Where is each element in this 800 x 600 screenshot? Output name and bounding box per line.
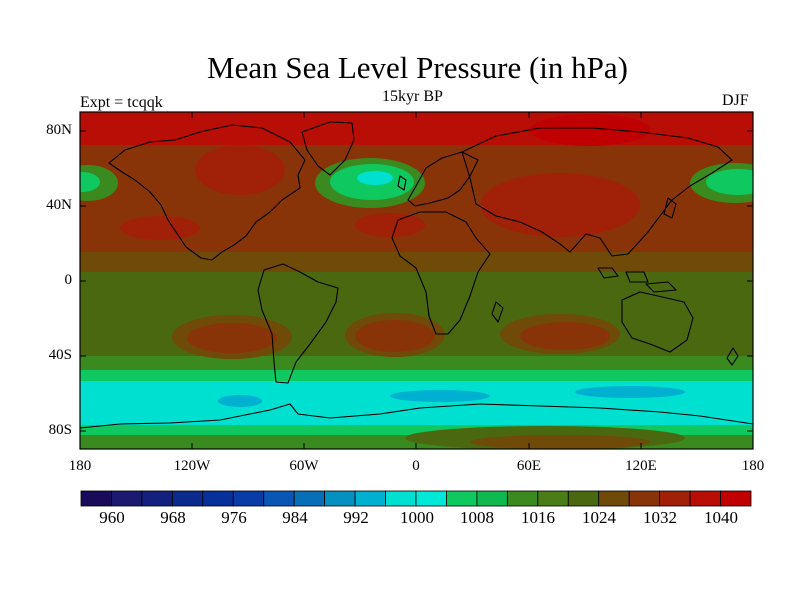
colorbar-swatch (263, 490, 295, 507)
band-sh-midlat (80, 356, 753, 372)
band-nh-transition (80, 252, 753, 272)
colorbar-swatch (385, 490, 417, 507)
colorbar-label: 1016 (521, 508, 555, 527)
trough-core-1 (218, 395, 262, 407)
lon-label: 60E (516, 458, 542, 474)
icelandic-low-core (357, 171, 393, 185)
map-subtitle: 15kyr BP (382, 88, 443, 105)
north-pacific-high (120, 216, 200, 240)
colorbar-label: 984 (282, 508, 308, 527)
colorbar-swatch (354, 490, 386, 507)
lat-label: 0 (64, 272, 73, 288)
antarctic-high (470, 435, 650, 449)
colorbar-swatch (80, 490, 112, 507)
trough-core-3 (575, 386, 685, 398)
colorbar-swatch (659, 490, 691, 507)
colorbar-swatch (293, 490, 326, 507)
experiment-label: Expt = tcqqk (80, 94, 163, 111)
lon-label: 120W (173, 458, 211, 474)
pressure-field (80, 112, 753, 449)
south-pacific-high (187, 323, 277, 353)
colorbar-swatch (567, 490, 600, 507)
colorbar-swatch (628, 490, 661, 507)
lon-label: 180 (68, 458, 92, 474)
lat-label: 80S (48, 422, 72, 438)
colorbar-swatch (598, 490, 630, 507)
north-america-high (195, 145, 285, 195)
map-title: Mean Sea Level Pressure (in hPa) (207, 50, 628, 85)
colorbar-swatch (324, 490, 356, 507)
axis-ticks (80, 112, 753, 449)
colorbar-label: 1040 (704, 508, 738, 527)
colorbar-swatch (476, 490, 508, 507)
colorbar-swatch (689, 490, 721, 507)
trough-core-2 (390, 390, 490, 402)
indian-ocean-high (520, 322, 610, 350)
colorbar-swatch (537, 490, 569, 507)
colorbar-swatch (202, 490, 234, 507)
aleutian-low-east-core (706, 169, 753, 195)
colorbar-swatch (141, 490, 173, 507)
lon-label: 120E (625, 458, 657, 474)
colorbar-label: 1032 (643, 508, 677, 527)
colorbar-label: 976 (221, 508, 247, 527)
colorbar-label: 1008 (460, 508, 494, 527)
lon-label: 60W (289, 458, 319, 474)
band-sh-gradient (80, 370, 753, 384)
colorbar-swatch (171, 490, 204, 507)
aleutian-low-west-core (80, 172, 100, 192)
colorbar-label: 968 (160, 508, 186, 527)
colorbar-swatch (415, 490, 447, 507)
lat-label: 40N (46, 197, 72, 213)
colorbar-label: 1000 (400, 508, 434, 527)
colorbar-label: 1024 (582, 508, 616, 527)
south-atlantic-high (355, 320, 435, 352)
colorbar-swatch (506, 490, 539, 507)
lon-label: 0 (412, 458, 420, 474)
colorbar (80, 490, 752, 507)
colorbar-label: 960 (99, 508, 125, 527)
colorbar-swatch (720, 490, 752, 507)
lon-label: 180 (741, 458, 765, 474)
arctic-high-core (530, 114, 650, 146)
season-label: DJF (722, 92, 749, 109)
colorbar-swatch (111, 490, 143, 507)
lat-label: 80N (46, 122, 72, 138)
colorbar-label: 992 (343, 508, 369, 527)
band-nh-highs (80, 145, 753, 255)
siberian-high (480, 173, 640, 237)
colorbar-swatch (446, 490, 478, 507)
lat-label: 40S (48, 347, 72, 363)
azores-high (355, 213, 425, 237)
colorbar-swatch (232, 490, 265, 507)
coastlines (80, 121, 753, 429)
